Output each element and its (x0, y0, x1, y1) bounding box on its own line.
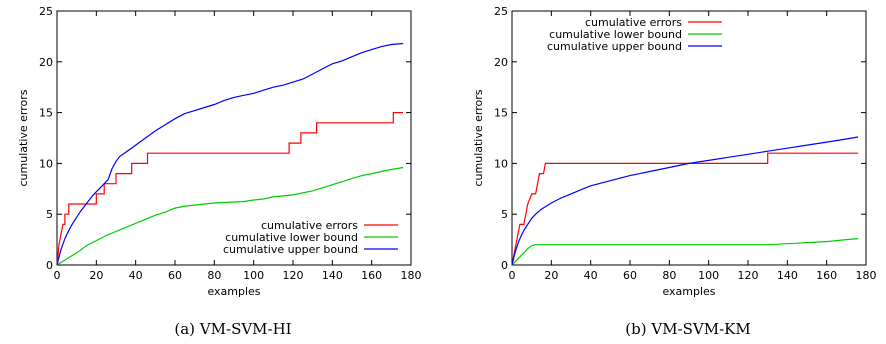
y-tick-label: 5 (501, 208, 508, 221)
y-axis-label: cumulative errors (472, 89, 485, 186)
series-line-cumulative-errors (56, 112, 404, 266)
series-line-cumulative-upper-bound (511, 136, 859, 266)
x-tick-label: 120 (283, 269, 304, 282)
y-tick-label: 25 (39, 5, 53, 18)
y-tick-label: 20 (39, 56, 53, 69)
figure-caption: (b) VM-SVM-KM (625, 320, 750, 338)
legend-label: cumulative upper bound (223, 243, 358, 256)
y-tick-label: 0 (501, 259, 508, 272)
x-tick-label: 160 (361, 269, 382, 282)
x-axis-label: examples (662, 285, 715, 298)
x-tick-label: 140 (777, 269, 798, 282)
legend-label: cumulative lower bound (549, 28, 682, 41)
x-tick-label: 180 (401, 269, 422, 282)
x-axis-label: examples (207, 285, 260, 298)
x-tick-label: 180 (856, 269, 877, 282)
x-tick-label: 80 (207, 269, 221, 282)
plot-frame (511, 10, 867, 266)
x-tick-label: 80 (662, 269, 676, 282)
series-line-cumulative-upper-bound (56, 42, 404, 266)
y-tick-label: 10 (494, 157, 508, 170)
y-tick-label: 5 (46, 208, 53, 221)
y-tick-label: 15 (494, 107, 508, 120)
x-tick-label: 0 (54, 269, 61, 282)
x-tick-label: 140 (322, 269, 343, 282)
chart-panel-a: 0 20 40 60 80 100 120 140 160 180 0 5 10 15 20 25 exampl… (17, 5, 422, 338)
x-tick-label: 0 (509, 269, 516, 282)
legend-label: cumulative upper bound (547, 40, 682, 53)
y-tick-label: 15 (39, 107, 53, 120)
series-line-cumulative-errors (511, 152, 859, 266)
x-tick-label: 40 (129, 269, 143, 282)
y-tick-label: 10 (39, 157, 53, 170)
x-tick-label: 60 (623, 269, 637, 282)
x-tick-label: 60 (168, 269, 182, 282)
legend-label: cumulative lower bound (225, 231, 358, 244)
plot-frame (56, 10, 412, 266)
figure-caption: (a) VM-SVM-HI (174, 320, 291, 338)
x-tick-label: 160 (816, 269, 837, 282)
chart-panel-b: 0 20 40 60 80 100 120 140 160 180 0 5 10 15 20 25 exampl… (472, 5, 877, 338)
series-line-cumulative-lower-bound (56, 166, 404, 266)
y-tick-label: 20 (494, 56, 508, 69)
x-tick-label: 20 (89, 269, 103, 282)
x-tick-label: 20 (544, 269, 558, 282)
x-tick-label: 120 (738, 269, 759, 282)
x-tick-label: 40 (584, 269, 598, 282)
legend-label: cumulative errors (261, 219, 358, 232)
series-line-cumulative-lower-bound (511, 238, 859, 266)
y-tick-label: 0 (46, 259, 53, 272)
y-tick-label: 25 (494, 5, 508, 18)
legend-label: cumulative errors (585, 16, 682, 29)
y-axis-label: cumulative errors (17, 89, 30, 186)
x-tick-label: 100 (698, 269, 719, 282)
x-tick-label: 100 (243, 269, 264, 282)
